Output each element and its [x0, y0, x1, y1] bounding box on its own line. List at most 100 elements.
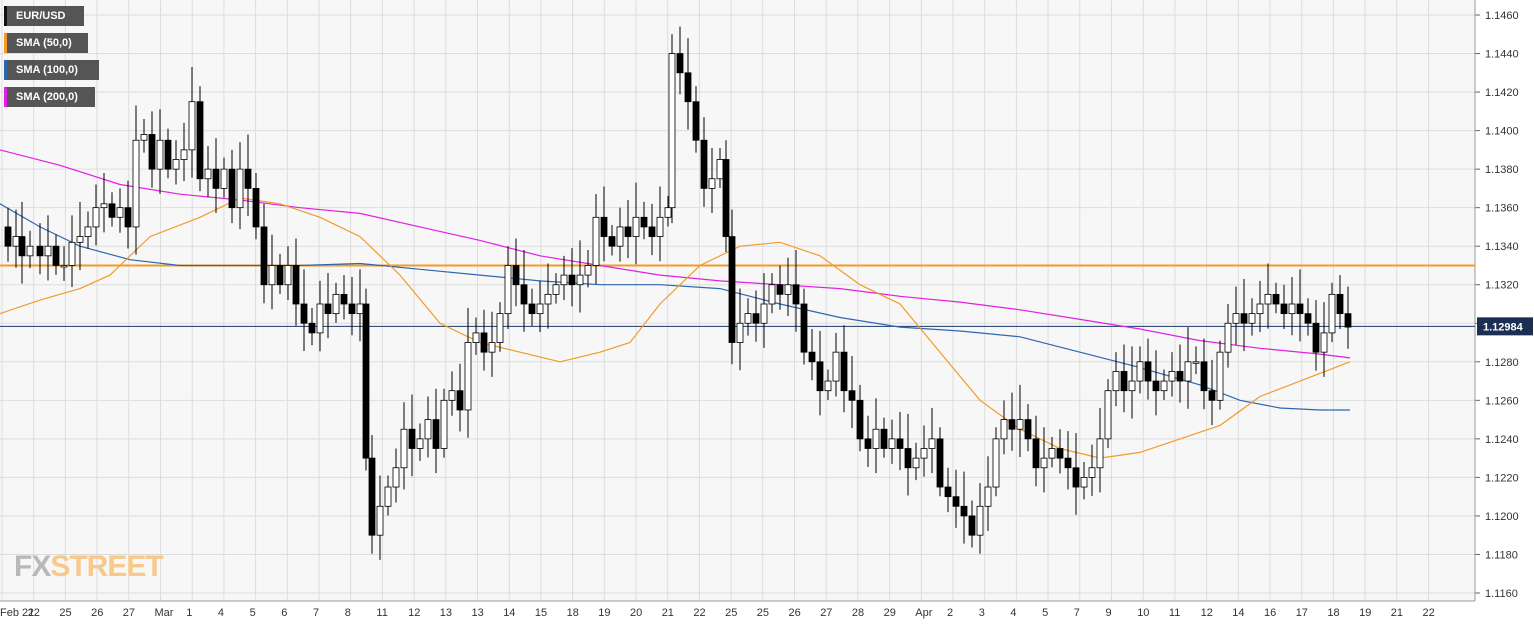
candle-up [1328, 293, 1336, 334]
candle-up [12, 236, 20, 247]
candle-down [960, 505, 968, 517]
candle-down [1344, 313, 1352, 328]
candle-down [692, 101, 700, 141]
x-tick-label: 17 [1296, 607, 1308, 619]
candle-down [244, 168, 252, 189]
candle-up [472, 332, 480, 343]
candle-down [752, 313, 760, 324]
candle-down [864, 438, 872, 449]
x-tick-label: Feb 21 [0, 607, 34, 619]
candle-down [368, 457, 376, 536]
candle-down [52, 245, 60, 266]
candle-up [116, 207, 124, 218]
x-tick-label: 1 [186, 607, 192, 619]
candle-up [424, 419, 432, 440]
candle-down [568, 274, 576, 286]
candle-up [656, 216, 664, 237]
legend-label: SMA (200,0) [16, 91, 78, 103]
candle-down [1336, 293, 1344, 315]
candle-down [520, 284, 528, 305]
candle-up [1088, 467, 1096, 478]
candle-down [1272, 293, 1280, 305]
candle-down [36, 245, 44, 257]
candle-up [1192, 361, 1200, 364]
x-tick-label: 12 [408, 607, 420, 619]
x-tick-label: 25 [59, 607, 71, 619]
x-tick-label: 13 [440, 607, 452, 619]
candle-down [300, 303, 308, 324]
candle-down [512, 265, 520, 286]
x-tick-label: 5 [250, 607, 256, 619]
y-tick-label: 1.1440 [1485, 49, 1519, 61]
candle-down [936, 438, 944, 488]
sma50-line [0, 197, 1351, 459]
candle-up [68, 241, 76, 266]
y-tick-label: 1.1420 [1485, 87, 1519, 99]
candle-down [952, 496, 960, 507]
candle-down [1032, 438, 1040, 469]
candle-up [888, 438, 896, 449]
candle-up [316, 303, 324, 334]
candle-up [708, 178, 716, 189]
candle-down [792, 284, 800, 305]
candle-up [1128, 380, 1136, 392]
legend-swatch [4, 87, 7, 107]
x-tick-label: 27 [820, 607, 832, 619]
candle-down [324, 303, 332, 315]
legend-swatch [4, 6, 7, 26]
candle-up [744, 313, 752, 324]
candle-up [76, 236, 84, 243]
x-tick-label: 21 [662, 607, 674, 619]
candle-down [1024, 419, 1032, 440]
x-tick-label: 29 [884, 607, 896, 619]
legend-label: SMA (50,0) [16, 37, 72, 49]
legend-swatch [4, 33, 7, 53]
candle-up [156, 139, 164, 170]
candle-up [668, 53, 676, 209]
candle-up [920, 448, 928, 459]
candle-up [132, 139, 140, 228]
candle-down [1200, 361, 1208, 392]
candle-down [456, 390, 464, 411]
candle-up [1256, 303, 1264, 315]
x-tick-label: 19 [1359, 607, 1371, 619]
legend-item: SMA (200,0) [4, 87, 95, 107]
x-tick-label: 4 [218, 607, 224, 619]
candle-down [904, 448, 912, 469]
candle-down [848, 390, 856, 401]
candle-up [496, 313, 504, 343]
y-tick-label: 1.1380 [1485, 164, 1519, 176]
candle-up [1184, 361, 1192, 382]
candle-down [808, 351, 816, 363]
candle-up [332, 293, 340, 315]
candle-up [84, 226, 92, 237]
x-tick-label: 26 [789, 607, 801, 619]
candle-up [992, 438, 1000, 488]
legend-label: SMA (100,0) [16, 64, 78, 76]
logo-street: STREET [50, 550, 163, 583]
candle-down [728, 236, 736, 343]
chart-legend: EUR/USD SMA (50,0) SMA (100,0) SMA (200,0) [4, 6, 99, 114]
candle-up [1048, 448, 1056, 459]
candle-up [400, 428, 408, 469]
candle-down [340, 293, 348, 305]
candle-down [700, 139, 708, 189]
x-tick-label: 19 [598, 607, 610, 619]
candle-down [600, 216, 608, 237]
candle-up [1248, 313, 1256, 324]
candle-up [488, 342, 496, 353]
x-tick-label: 15 [535, 607, 547, 619]
candle-down [528, 303, 536, 315]
y-tick-label: 1.1240 [1485, 434, 1519, 446]
candle-up [220, 168, 228, 189]
candle-up [584, 265, 592, 276]
candle-down [896, 438, 904, 449]
candle-up [536, 303, 544, 315]
candle-up [1232, 313, 1240, 324]
legend-label: EUR/USD [16, 10, 66, 22]
x-tick-label: 16 [1264, 607, 1276, 619]
candle-down [1056, 448, 1064, 459]
candle-down [1144, 361, 1152, 382]
